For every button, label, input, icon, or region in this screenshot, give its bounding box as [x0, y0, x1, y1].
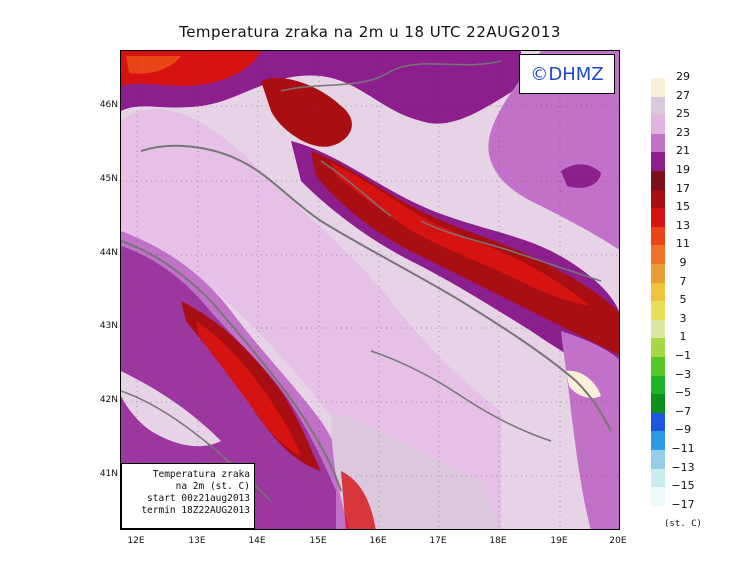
legend-label: 29 [676, 70, 690, 83]
legend-swatch [651, 394, 665, 414]
legend-swatch [651, 208, 665, 228]
legend-swatch [651, 412, 665, 432]
legend-swatch [651, 319, 665, 339]
legend-label: −13 [671, 460, 695, 474]
lat-label: 41N [99, 469, 118, 479]
legend-swatch [651, 133, 665, 153]
lon-label: 17E [429, 536, 447, 546]
legend-unit: (st. C) [664, 519, 702, 529]
lon-label: 15E [309, 536, 327, 546]
info-line: Temperatura zraka [152, 469, 250, 480]
legend-label: −1 [674, 349, 692, 362]
legend-label: 9 [679, 256, 687, 269]
lon-label: 13E [188, 536, 206, 546]
legend-label: −3 [674, 367, 692, 381]
info-box: Temperatura zraka na 2m (st. C) start 00… [121, 463, 255, 529]
legend-swatch [651, 96, 665, 116]
lon-label: 20E [609, 536, 627, 546]
legend-swatch [651, 357, 665, 376]
legend-label: 3 [679, 311, 687, 325]
legend-label: 11 [676, 237, 690, 251]
legend-swatch [651, 431, 665, 451]
lon-label: 18E [489, 536, 507, 546]
legend-label: 13 [676, 218, 690, 232]
legend-label: 25 [676, 107, 690, 121]
lat-label: 46N [99, 100, 118, 110]
legend-swatch [651, 245, 665, 265]
legend-label: 19 [676, 163, 690, 176]
legend-label: −17 [671, 497, 695, 511]
legend-swatch [651, 171, 665, 190]
legend-swatch [651, 264, 665, 283]
legend-swatch [651, 487, 665, 507]
info-line: na 2m (st. C) [175, 481, 250, 492]
legend-label: −5 [674, 386, 692, 400]
legend-label: 1 [679, 330, 687, 344]
legend-swatch [651, 152, 665, 172]
copyright-label: ©DHMZ [519, 54, 615, 94]
info-line: termin 18Z22AUG2013 [141, 505, 250, 516]
legend-label: 23 [676, 125, 690, 139]
legend-label: 17 [676, 181, 690, 195]
legend-label: −7 [674, 404, 692, 418]
lat-label: 44N [99, 248, 118, 258]
legend-label: −11 [671, 442, 695, 455]
legend-label: −9 [674, 423, 692, 437]
lat-label: 43N [99, 321, 118, 331]
temperature-field [121, 51, 619, 529]
legend-swatch [651, 189, 665, 209]
legend-swatch [651, 301, 665, 321]
legend-swatch [651, 282, 665, 302]
lat-label: 45N [99, 174, 118, 184]
legend-swatch [651, 338, 665, 358]
legend-label: 27 [676, 88, 690, 102]
info-line: start 00z21aug2013 [147, 493, 250, 504]
legend-label: 5 [679, 293, 687, 307]
legend-swatch [651, 115, 665, 135]
legend-swatch [651, 468, 665, 488]
map-title: Temperatura zraka na 2m u 18 UTC 22AUG20… [179, 23, 561, 41]
legend-label: −15 [671, 479, 695, 493]
legend-label: 21 [676, 144, 690, 158]
legend-swatch [651, 450, 665, 469]
legend-swatch [651, 226, 665, 246]
legend-swatch [651, 78, 665, 97]
lon-label: 16E [369, 536, 387, 546]
temperature-map: ©DHMZ Temperatura zraka na 2m (st. C) st… [120, 50, 620, 530]
legend-swatch [651, 375, 665, 395]
lon-label: 12E [127, 536, 145, 546]
legend-label: 7 [679, 274, 687, 288]
lat-label: 42N [99, 395, 118, 405]
lon-label: 19E [550, 536, 568, 546]
lon-label: 14E [248, 536, 266, 546]
legend-label: 15 [676, 200, 690, 214]
